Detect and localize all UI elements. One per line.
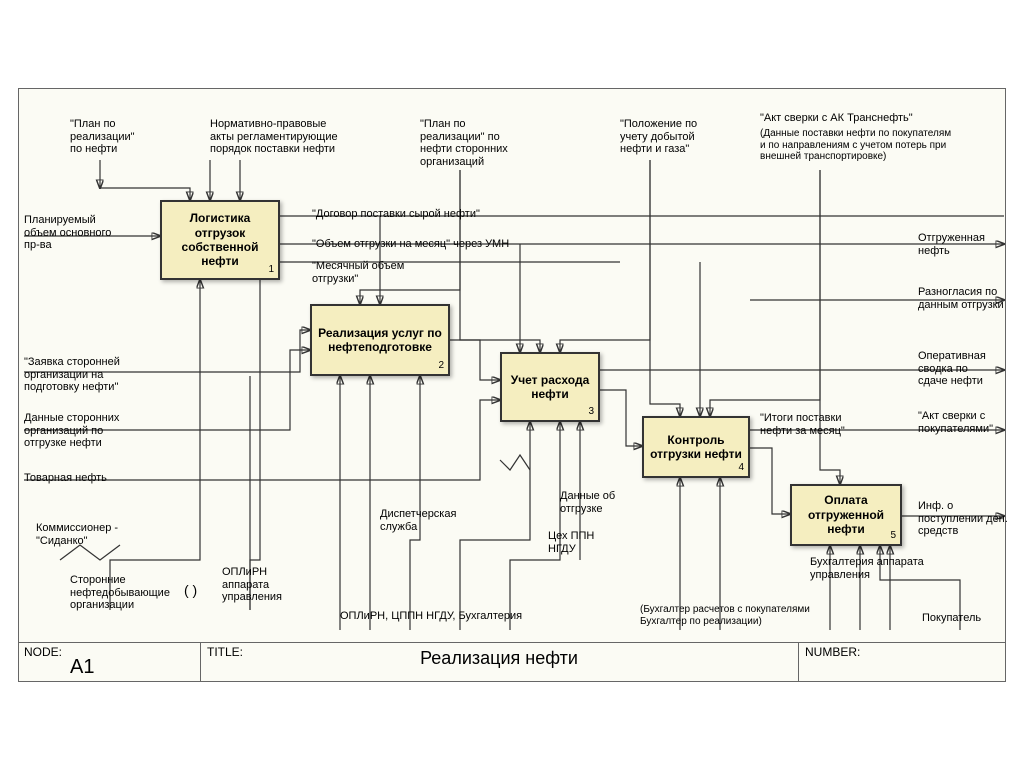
- label-dannye: Данные сторонних организаций по отгрузке…: [24, 412, 119, 450]
- label-out-shipped: Отгруженная нефть: [918, 232, 985, 257]
- label-dispatch: Диспетчерская служба: [380, 508, 456, 533]
- label-in-plan: Планируемый объем основного пр-ва: [24, 214, 111, 252]
- label-mes: "Месячный объем отгрузки": [312, 260, 404, 285]
- label-dan-otg: Данные об отгрузке: [560, 490, 615, 515]
- label-akt-transneft: "Акт сверки с АК Транснефть": [760, 112, 913, 125]
- node-control: Контроль отгрузки нефти 4: [642, 416, 750, 478]
- footer-node-caption: NODE:: [24, 645, 62, 659]
- node-label: Оплата отгруженной нефти: [796, 493, 896, 536]
- footer-number-caption: NUMBER:: [805, 645, 860, 659]
- node-number: 5: [890, 530, 896, 542]
- node-label: Реализация услуг по нефтеподготовке: [316, 326, 444, 355]
- label-zayavka: "Заявка сторонней организации на подгото…: [24, 356, 120, 394]
- label-buhg: Бухгалтерия аппарата управления: [810, 556, 924, 581]
- label-storonnie: Сторонние нефтедобывающие организации: [70, 574, 170, 612]
- label-obem: "Объем отгрузки на месяц" через УМН: [312, 238, 509, 251]
- label-oplirn: ОПЛиРН аппарата управления: [222, 566, 282, 604]
- node-number: 2: [438, 360, 444, 372]
- label-brackets: ( ): [184, 582, 197, 598]
- node-label: Логистика отгрузок собственной нефти: [166, 211, 274, 269]
- diagram-canvas: Логистика отгрузок собственной нефти 1 Р…: [0, 0, 1024, 768]
- label-out-cash: Инф. о поступлении ден. средств: [918, 500, 1008, 538]
- footer-number-cell: NUMBER:: [798, 642, 1006, 682]
- node-services: Реализация услуг по нефтеподготовке 2: [310, 304, 450, 376]
- node-payment: Оплата отгруженной нефти 5: [790, 484, 902, 546]
- label-akt-sub: (Данные поставки нефти по покупателям и …: [760, 128, 951, 163]
- node-accounting: Учет расхода нефти 3: [500, 352, 600, 422]
- label-plan2: "План по реализации" по нефти сторонних …: [420, 118, 508, 169]
- footer-node-value: A1: [70, 656, 94, 679]
- node-number: 1: [268, 264, 274, 276]
- node-label: Учет расхода нефти: [506, 373, 594, 402]
- label-tovar: Товарная нефть: [24, 472, 107, 485]
- footer-node-cell: NODE:: [18, 642, 200, 682]
- label-plan1: "План по реализации" по нефти: [70, 118, 135, 156]
- label-pokup: Покупатель: [922, 612, 981, 625]
- label-itogi: "Итоги поставки нефти за месяц": [760, 412, 845, 437]
- node-number: 4: [738, 462, 744, 474]
- node-label: Контроль отгрузки нефти: [648, 433, 744, 462]
- node-number: 3: [588, 406, 594, 418]
- label-oplirn2: ОПЛиРН, ЦППН НГДУ, Бухгалтерия: [340, 610, 522, 623]
- label-kommissioner: Коммиссионер - "Сиданко": [36, 522, 118, 547]
- label-out-disagree: Разногласия по данным отгрузки: [918, 286, 1004, 311]
- label-dogovor: "Договор поставки сырой нефти": [312, 208, 480, 221]
- label-norm: Нормативно-правовые акты регламентирующи…: [210, 118, 338, 156]
- label-out-summary: Оперативная сводка по сдаче нефти: [918, 350, 986, 388]
- label-tseh: Цех ППН НГДУ: [548, 530, 594, 555]
- footer-title-value: Реализация нефти: [200, 648, 798, 669]
- label-out-akt: "Акт сверки с покупателями": [918, 410, 993, 435]
- label-poloz: "Положение по учету добытой нефти и газа…: [620, 118, 697, 156]
- label-buhg-br: (Бухгалтер расчетов с покупателями Бухга…: [640, 604, 810, 627]
- node-logistics: Логистика отгрузок собственной нефти 1: [160, 200, 280, 280]
